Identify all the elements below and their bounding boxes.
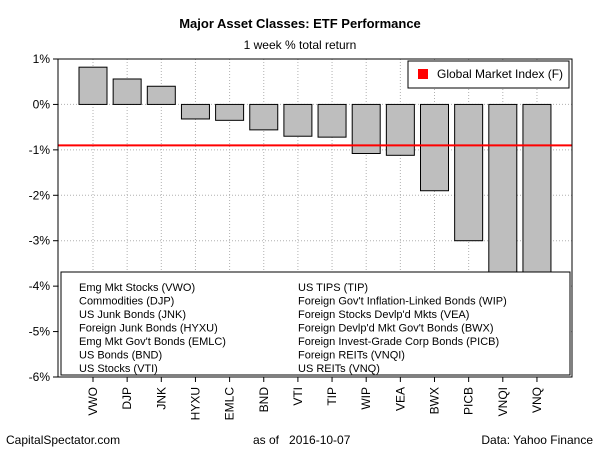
bars xyxy=(78,66,552,346)
bar xyxy=(146,85,176,105)
bar xyxy=(317,103,347,138)
y-tick-label: -1% xyxy=(29,143,51,157)
chart-title: Major Asset Classes: ETF Performance xyxy=(179,16,421,31)
bar xyxy=(112,78,142,105)
y-tick-label: -6% xyxy=(29,370,51,384)
key-legend-entry: US Bonds (BND) xyxy=(79,350,162,362)
legend-swatch xyxy=(418,69,428,79)
bar xyxy=(283,103,313,137)
legend-box xyxy=(407,60,570,89)
key-legend-entry: US REITs (VNQ) xyxy=(298,363,380,375)
x-tick-label: PICB xyxy=(462,387,476,415)
x-tick-label: VNQ xyxy=(530,387,544,413)
x-tick-label: VEA xyxy=(393,387,407,411)
x-tick-label: DJP xyxy=(120,387,134,410)
x-axis: VWO DJP JNK HYXU EMLC BND VTI TIP WIP VEA BWX PICB V… xyxy=(86,377,544,420)
y-axis: 1% 0% -1% -2% -3% -4% -5% -6% xyxy=(29,52,58,384)
legend-label: Global Market Index (F) xyxy=(437,67,563,81)
y-tick-label: -2% xyxy=(29,188,51,202)
x-tick-label: WIP xyxy=(359,387,373,410)
x-tick-label: VNQI xyxy=(496,387,510,416)
y-tick-label: -3% xyxy=(29,234,51,248)
y-tick-label: 0% xyxy=(33,97,51,111)
bar xyxy=(180,103,210,120)
key-legend-entry: Foreign Junk Bonds (HYXU) xyxy=(79,323,218,335)
key-legend: Emg Mkt Stocks (VWO)Commodities (DJP)US … xyxy=(60,271,571,376)
key-legend-left-column: Emg Mkt Stocks (VWO)Commodities (DJP)US … xyxy=(79,282,226,375)
x-tick-label: EMLC xyxy=(223,387,237,421)
bar xyxy=(488,103,518,284)
legend: Global Market Index (F) xyxy=(407,60,570,89)
x-tick-label: TIP xyxy=(325,387,339,406)
key-legend-entry: Foreign Invest-Grade Corp Bonds (PICB) xyxy=(298,336,499,348)
key-legend-entry: Foreign Devlp'd Mkt Gov't Bonds (BWX) xyxy=(298,323,494,335)
bar xyxy=(78,66,108,105)
chart-subtitle: 1 week % total return xyxy=(244,38,357,52)
y-tick-label: 1% xyxy=(33,52,51,66)
key-legend-entry: Emg Mkt Gov't Bonds (EMLC) xyxy=(79,336,226,348)
key-legend-right-column: US TIPS (TIP) Foreign Gov't Inflation-Lin… xyxy=(298,282,507,375)
key-legend-entry: Foreign Gov't Inflation-Linked Bonds (WI… xyxy=(298,296,507,308)
key-legend-entry: US Stocks (VTI) xyxy=(79,363,158,375)
bar xyxy=(249,103,279,131)
bar xyxy=(420,103,449,192)
x-tick-label: JNK xyxy=(154,387,168,410)
bar xyxy=(215,103,245,121)
x-tick-label: BND xyxy=(257,387,271,413)
key-legend-entry: US TIPS (TIP) xyxy=(298,282,368,294)
x-tick-label: BWX xyxy=(428,387,442,414)
key-legend-entry: US Junk Bonds (JNK) xyxy=(79,309,186,321)
x-tick-label: VTI xyxy=(291,387,305,406)
footer-date: as of 2016-10-07 xyxy=(253,433,351,447)
footer-source-site: CapitalSpectator.com xyxy=(6,433,120,447)
x-tick-label: VWO xyxy=(86,387,100,416)
footer-data-source: Data: Yahoo Finance xyxy=(481,433,593,447)
plot-frame xyxy=(57,58,573,378)
y-tick-label: -5% xyxy=(29,325,51,339)
bar xyxy=(385,103,415,156)
y-tick-label: -4% xyxy=(29,279,51,293)
key-legend-entry: Foreign REITs (VNQI) xyxy=(298,350,405,362)
key-legend-entry: Commodities (DJP) xyxy=(79,296,174,308)
x-tick-label: HYXU xyxy=(188,387,202,420)
key-legend-entry: Foreign Stocks Devlp'd Mkts (VEA) xyxy=(298,309,469,321)
key-legend-box xyxy=(60,271,571,376)
key-legend-entry: Emg Mkt Stocks (VWO) xyxy=(79,282,195,294)
bar xyxy=(454,103,484,242)
